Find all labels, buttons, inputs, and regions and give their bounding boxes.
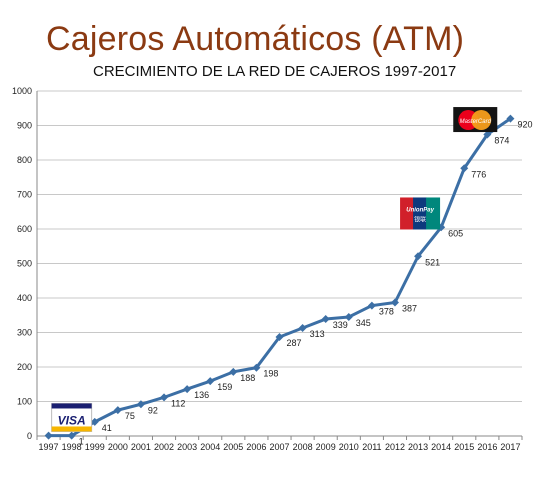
data-point bbox=[344, 312, 353, 321]
visa-logo: VISA bbox=[51, 402, 93, 432]
y-tick-label: 300 bbox=[17, 328, 32, 338]
x-tick-label: 2003 bbox=[177, 442, 197, 452]
x-tick-label: 2013 bbox=[408, 442, 428, 452]
x-tick-label: 2012 bbox=[385, 442, 405, 452]
data-label: 75 bbox=[125, 411, 135, 421]
x-tick-label: 1999 bbox=[85, 442, 105, 452]
data-point bbox=[460, 164, 469, 173]
data-label: 1 bbox=[79, 437, 84, 447]
data-label: 339 bbox=[333, 320, 348, 330]
unionpay-logo: UnionPay 银联 bbox=[400, 197, 441, 230]
unionpay-red bbox=[400, 197, 415, 230]
y-tick-label: 0 bbox=[27, 431, 32, 441]
visa-logo-band bbox=[51, 426, 92, 432]
x-tick-label: 2004 bbox=[200, 442, 220, 452]
data-label: 287 bbox=[287, 338, 302, 348]
brand-logos: VISA UnionPay 银联 MasterCard bbox=[51, 107, 498, 432]
data-label: 92 bbox=[148, 405, 158, 415]
x-tick-label: 2011 bbox=[362, 442, 381, 452]
page-title: Cajeros Automáticos (ATM) bbox=[46, 20, 465, 58]
unionpay-text: UnionPay bbox=[406, 207, 434, 213]
data-point bbox=[44, 431, 53, 440]
data-point bbox=[252, 363, 261, 372]
y-tick-label: 100 bbox=[17, 397, 32, 407]
x-tick-label: 2009 bbox=[316, 442, 336, 452]
unionpay-blue bbox=[413, 197, 428, 230]
mastercard-logo: MasterCard bbox=[453, 107, 498, 133]
y-tick-label: 800 bbox=[17, 155, 32, 165]
y-tick-label: 1000 bbox=[12, 86, 32, 96]
x-tick-label: 2014 bbox=[431, 442, 451, 452]
x-tick-label: 2008 bbox=[293, 442, 313, 452]
series-line-group bbox=[44, 114, 515, 440]
y-tick-label: 500 bbox=[17, 259, 32, 269]
data-point bbox=[136, 400, 145, 409]
x-tick-label: 2000 bbox=[108, 442, 128, 452]
axes bbox=[36, 91, 523, 440]
x-tick-label: 2017 bbox=[500, 442, 520, 452]
data-label: 920 bbox=[517, 120, 532, 130]
x-tick-label: 2005 bbox=[223, 442, 243, 452]
data-point bbox=[275, 332, 284, 341]
x-tick-label: 2010 bbox=[339, 442, 359, 452]
x-tick-label: 2001 bbox=[131, 442, 151, 452]
y-tick-label: 600 bbox=[17, 224, 32, 234]
data-label: 874 bbox=[494, 135, 509, 145]
data-point bbox=[367, 301, 376, 310]
data-point bbox=[229, 367, 238, 376]
y-tick-label: 400 bbox=[17, 293, 32, 303]
data-point bbox=[298, 324, 307, 333]
data-label: 41 bbox=[102, 423, 112, 433]
data-label: 198 bbox=[263, 369, 278, 379]
mastercard-text: MasterCard bbox=[460, 119, 492, 125]
data-label: 112 bbox=[171, 398, 185, 408]
x-tick-label: 2016 bbox=[477, 442, 497, 452]
data-point bbox=[67, 431, 76, 440]
data-label: 521 bbox=[425, 257, 440, 267]
data-label: 313 bbox=[310, 329, 325, 339]
data-label: 378 bbox=[379, 307, 394, 317]
data-point bbox=[160, 393, 169, 402]
unionpay-text-cn: 银联 bbox=[414, 215, 426, 223]
data-point bbox=[90, 417, 99, 426]
data-label: 159 bbox=[217, 382, 232, 392]
x-tick-label: 2002 bbox=[154, 442, 174, 452]
data-point bbox=[390, 298, 399, 307]
data-label: 136 bbox=[194, 390, 209, 400]
x-tick-label: 2015 bbox=[454, 442, 474, 452]
gridlines bbox=[37, 90, 522, 402]
data-label: 345 bbox=[356, 318, 371, 328]
data-point bbox=[414, 252, 423, 261]
y-tick-label: 700 bbox=[17, 190, 32, 200]
data-label: 387 bbox=[402, 303, 417, 313]
mastercard-yellow-circle bbox=[471, 110, 492, 131]
y-tick-label: 200 bbox=[17, 362, 32, 372]
unionpay-teal bbox=[426, 197, 441, 230]
y-axis-ticks: 0 100 200 300 400 500 600 700 800 900 1000 bbox=[12, 86, 32, 441]
x-tick-label: 1998 bbox=[62, 442, 82, 452]
x-axis-ticks: 1997 1998 1999 2000 2001 2002 2003 2004 2005 2006… bbox=[39, 442, 521, 452]
data-label: 188 bbox=[240, 373, 255, 383]
x-tick-label: 1997 bbox=[39, 442, 59, 452]
x-tick-label: 2006 bbox=[246, 442, 266, 452]
data-label: 776 bbox=[471, 169, 486, 179]
data-label: 605 bbox=[448, 228, 463, 238]
y-tick-label: 900 bbox=[17, 121, 32, 131]
data-point bbox=[321, 315, 330, 324]
visa-logo-text: VISA bbox=[58, 413, 86, 427]
data-point bbox=[183, 385, 192, 394]
data-point bbox=[483, 130, 492, 139]
x-tick-label: 2007 bbox=[269, 442, 289, 452]
series-line bbox=[48, 117, 512, 438]
visa-logo-band bbox=[51, 403, 92, 409]
data-point bbox=[206, 377, 215, 386]
data-point bbox=[506, 114, 515, 123]
data-labels: 1 41 75 92 112 136 159 188 198 287 313 339 345 378 387… bbox=[79, 120, 533, 447]
chart-title: CRECIMIENTO DE LA RED DE CAJEROS 1997-20… bbox=[93, 63, 457, 80]
data-point bbox=[113, 406, 122, 415]
